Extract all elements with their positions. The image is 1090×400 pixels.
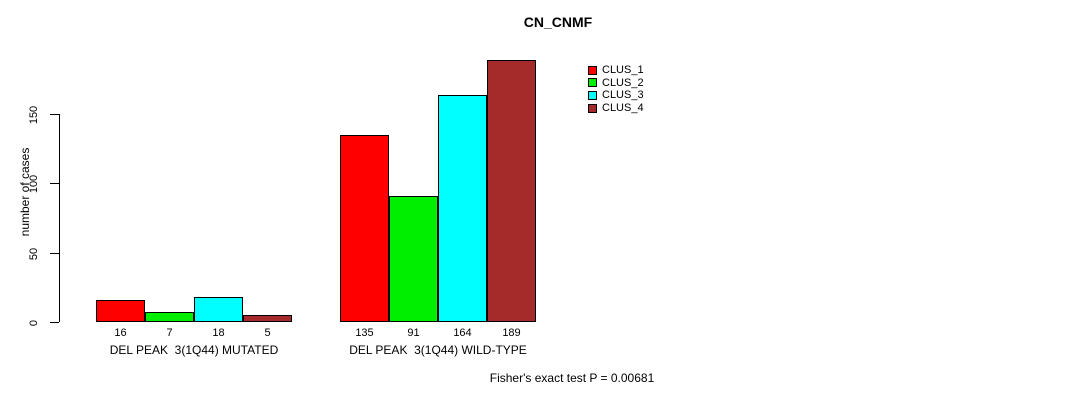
bar-value-label: 5 bbox=[264, 327, 271, 339]
bar-value-label: 18 bbox=[212, 327, 225, 339]
y-axis-tick bbox=[50, 183, 59, 184]
bar-value-label: 135 bbox=[355, 327, 374, 339]
bar-clus-3-group2 bbox=[438, 95, 487, 322]
group-label: DEL PEAK 3(1Q44) WILD-TYPE bbox=[349, 343, 527, 357]
bar-value-label: 164 bbox=[453, 327, 472, 339]
bar-clus-4-group1 bbox=[243, 315, 292, 322]
y-axis-tick-label: 50 bbox=[28, 247, 40, 260]
bar-clus-4-group2 bbox=[487, 60, 536, 322]
legend-item: CLUS_1 bbox=[588, 64, 644, 77]
bar-value-label: 16 bbox=[114, 327, 127, 339]
bar-value-label: 7 bbox=[166, 327, 173, 339]
fisher-test-annotation: Fisher's exact test P = 0.00681 bbox=[489, 371, 655, 385]
y-axis-tick-label: 100 bbox=[28, 174, 40, 193]
legend-label: CLUS_1 bbox=[602, 64, 644, 76]
bar-clus-3-group1 bbox=[194, 297, 243, 322]
legend-item: CLUS_3 bbox=[588, 89, 644, 102]
y-axis-tick bbox=[50, 322, 59, 323]
chart-title: CN_CNMF bbox=[523, 14, 593, 30]
y-axis-tick-label: 150 bbox=[28, 105, 40, 124]
legend-color-swatch bbox=[588, 90, 597, 100]
bar-value-label: 91 bbox=[407, 327, 420, 339]
legend-label: CLUS_3 bbox=[602, 89, 644, 102]
bar-clus-2-group1 bbox=[145, 312, 194, 322]
legend: CLUS_1 CLUS_2 CLUS_3 CLUS_4 bbox=[588, 64, 644, 114]
bar-clus-2-group2 bbox=[389, 196, 438, 322]
bar-clus-1-group2 bbox=[340, 135, 389, 322]
legend-color-swatch bbox=[588, 65, 597, 75]
y-axis-tick bbox=[50, 253, 59, 254]
bar-value-label: 189 bbox=[502, 327, 521, 339]
legend-label: CLUS_4 bbox=[602, 101, 644, 114]
bar-clus-1-group1 bbox=[96, 300, 145, 322]
legend-color-swatch bbox=[588, 78, 597, 88]
group-label: DEL PEAK 3(1Q44) MUTATED bbox=[109, 343, 279, 357]
y-axis-line bbox=[59, 114, 60, 322]
y-axis-tick bbox=[50, 114, 59, 115]
y-axis-tick-label: 0 bbox=[28, 319, 40, 326]
legend-item: CLUS_4 bbox=[588, 102, 644, 115]
legend-label: CLUS_2 bbox=[602, 76, 644, 89]
legend-color-swatch bbox=[588, 103, 597, 113]
legend-item: CLUS_2 bbox=[588, 77, 644, 90]
